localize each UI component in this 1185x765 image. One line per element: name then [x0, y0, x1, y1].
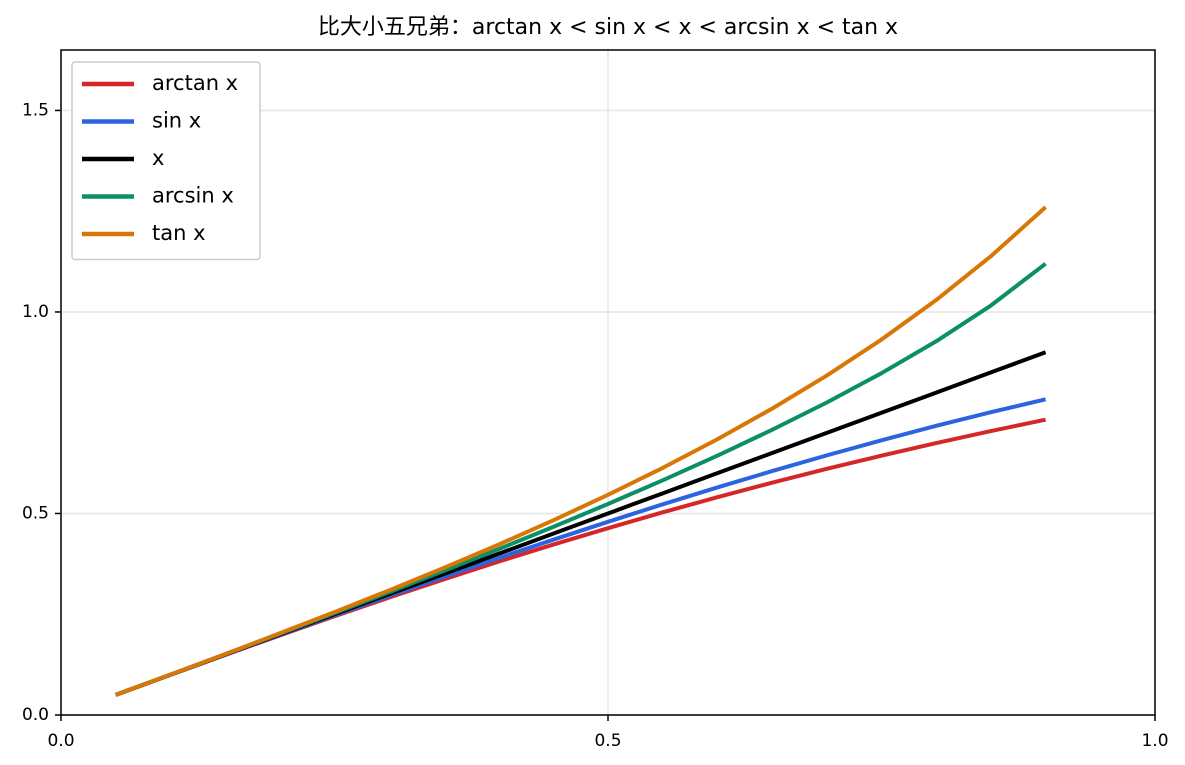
x-tick-label: 1.0 [1141, 731, 1168, 751]
x-tick-label: 0.5 [594, 731, 621, 751]
x-tick-label: 0.0 [47, 731, 74, 751]
legend-label: arctan x [152, 71, 238, 95]
legend-label: x [152, 146, 164, 170]
line [115, 417, 1047, 697]
line [115, 262, 1047, 697]
legend-box [71, 61, 261, 261]
legend-label: arcsin x [152, 184, 234, 208]
y-tick-label: 0.5 [22, 503, 49, 523]
y-tick-label: 1.5 [22, 100, 49, 120]
legend-label: tan x [152, 221, 206, 245]
chart-title: 比大小五兄弟：arctan x < sin x < x < arcsin x <… [318, 15, 898, 40]
line [115, 397, 1047, 697]
y-tick-label: 0.0 [22, 705, 49, 725]
legend: arctan x sin x x arcsin x tan x [71, 61, 261, 261]
plot-frame [60, 49, 1156, 716]
legend-label: sin x [152, 109, 201, 133]
line [115, 205, 1047, 697]
y-tick-label: 1.0 [22, 302, 49, 322]
